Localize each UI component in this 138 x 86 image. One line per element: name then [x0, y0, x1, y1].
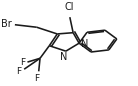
Text: F: F — [34, 74, 40, 83]
Text: F: F — [21, 58, 26, 67]
Text: N: N — [60, 52, 68, 62]
Text: F: F — [16, 67, 21, 76]
Text: N: N — [81, 39, 89, 49]
Text: Cl: Cl — [64, 2, 74, 12]
Text: Br: Br — [1, 19, 12, 29]
